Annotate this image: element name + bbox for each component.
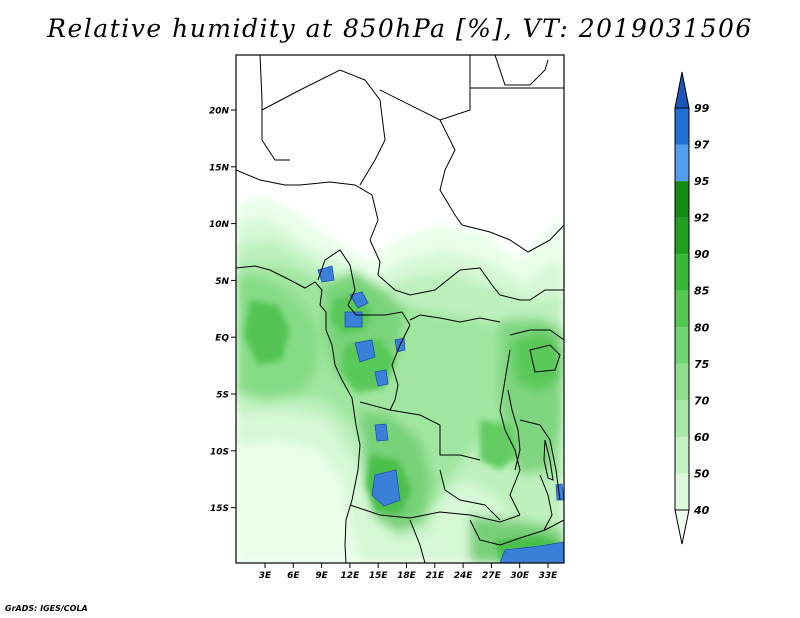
lake-malawi [543,439,554,481]
colorbar-tick-label: 97 [694,139,710,152]
colorbar: 40 50 60 70 75 80 85 90 92 95 97 99 [674,71,710,545]
colorbar-lower-arrow [674,509,690,545]
lake-tanganyika [507,389,521,471]
border-congo [356,311,411,411]
border-sudan-ss [461,224,564,253]
colorbar-tick-label: 85 [694,285,710,298]
country-borders [236,55,564,563]
colorbar-segment [675,327,689,364]
lon-tick-label: 3E [259,571,272,581]
colorbar-segment [675,436,689,474]
colorbar-segment [675,290,689,328]
lon-tick-label: 9E [315,571,328,581]
colorbar-tick-label: 80 [694,321,710,334]
map-frame [235,54,565,564]
colorbar-segment [675,400,689,437]
border-congo-river [409,314,501,323]
colorbar-segment [675,473,689,510]
colorbar-segment [675,181,689,218]
border-east-2 [509,329,564,341]
blue-pocket-9 [499,541,564,563]
lake-victoria [529,344,561,373]
border-east-1 [499,289,564,301]
blue-pocket-4 [354,339,376,363]
border-south-2 [469,519,564,546]
lat-tick-label: 15N [209,163,230,173]
border-mozambique [539,474,553,531]
border-sahara-2 [261,69,386,186]
border-tanzania [519,419,561,501]
lat-tick-label: 10S [210,447,229,457]
lon-tick-label: 21E [425,571,445,581]
lon-tick-label: 18E [397,571,417,581]
blue-pocket-1 [344,311,363,328]
border-angola-zambia [439,469,501,521]
colorbar-tick-label: 50 [694,467,710,480]
lon-tick-label: 30E [510,571,530,581]
longitude-axis: 3E 6E 9E 12E 15E 18E 21E 24E 27E 30E 33E [259,563,558,581]
border-cameroon [317,249,357,316]
lat-tick-label: 10N [209,220,230,230]
grads-credit: GrADS: IGES/COLA [5,604,88,613]
border-south-1 [409,519,426,563]
border-sahara-1 [259,55,290,161]
lon-tick-label: 27E [482,571,502,581]
humidity-patch-5 [480,420,518,470]
colorbar-segment [675,108,689,145]
colorbar-tick-label: 40 [693,504,710,517]
blue-pocket-6 [374,423,389,442]
border-namibia [349,504,521,523]
border-egypt-libya [379,55,471,121]
lon-tick-label: 33E [539,571,559,581]
map-title: Relative humidity at 850hPa [%], VT: 201… [47,14,753,43]
lon-tick-label: 12E [341,571,361,581]
blue-pocket-7 [371,469,401,507]
blue-pocket-5 [374,369,389,387]
colorbar-tick-label: 90 [694,248,710,261]
lat-tick-label: 5N [215,277,229,287]
border-drc-angola [359,401,481,461]
colorbar-segment [675,144,689,182]
colorbar-segment [675,363,689,401]
lon-tick-label: 24E [454,571,474,581]
latitude-axis: 20N 15N 10N 5N EQ 5S 10S 15S [209,107,236,514]
humidity-field [236,195,564,563]
colorbar-upper-arrow [674,71,690,109]
colorbar-outline [674,107,690,511]
lat-tick-label: EQ [215,334,229,344]
coastline-west [236,265,361,563]
colorbar-tick-label: 95 [694,175,710,188]
humidity-patch-4 [244,300,290,365]
colorbar-segment [675,254,689,291]
border-east-3 [499,349,521,516]
colorbar-tick-label: 60 [694,431,710,444]
lon-tick-label: 6E [287,571,300,581]
border-kufra [494,55,549,86]
colorbar-tick-label: 75 [694,358,710,371]
colorbar-tick-label: 99 [694,102,710,115]
border-car [369,239,501,296]
border-chad-sudan [439,119,463,226]
lat-tick-label: 20N [209,107,230,117]
blue-pocket-2 [349,291,369,309]
lat-tick-label: 5S [216,391,229,401]
colorbar-segment [675,217,689,255]
colorbar-tick-label: 70 [694,394,710,407]
lat-tick-label: 15S [210,504,229,514]
lon-tick-label: 15E [369,571,389,581]
saturated-pockets [317,265,564,563]
colorbar-tick-label: 92 [694,212,710,225]
border-niger-chad [236,169,379,241]
